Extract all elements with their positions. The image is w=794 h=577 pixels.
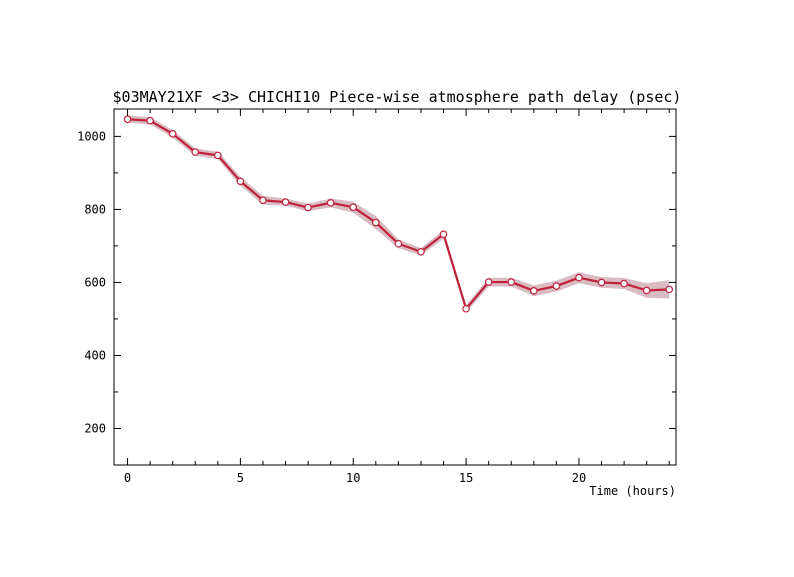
x-tick-label: 5 <box>237 471 244 485</box>
data-point <box>484 278 493 286</box>
y-tick-label: 400 <box>84 348 106 362</box>
data-point <box>191 148 200 156</box>
data-point <box>259 196 267 205</box>
data-point <box>236 177 245 186</box>
data-point <box>304 203 312 212</box>
y-tick-label: 200 <box>84 421 106 435</box>
uncertainty-band <box>127 115 670 313</box>
data-point <box>665 285 674 294</box>
data-point <box>214 151 222 160</box>
data-point <box>349 203 358 212</box>
data-point <box>281 198 290 206</box>
x-tick-label: 10 <box>346 471 360 485</box>
data-point <box>372 218 380 227</box>
x-axis-label: Time (hours) <box>589 484 676 498</box>
axes: 0 5 10 15 20 200 400 600 800 1000 <box>77 108 677 485</box>
data-point <box>439 230 448 239</box>
data-point <box>462 304 470 313</box>
y-tick-label: 1000 <box>77 129 106 143</box>
data-point <box>326 199 335 207</box>
y-tick-label: 600 <box>84 275 106 289</box>
data-point <box>146 116 154 125</box>
data-point <box>642 286 651 295</box>
data-point <box>507 278 516 286</box>
data-point <box>530 287 538 295</box>
chart-title: $03MAY21XF <3> CHICHI10 Piece-wise atmos… <box>113 88 682 106</box>
x-tick-label: 20 <box>572 471 586 485</box>
data-point <box>620 279 628 288</box>
data-point <box>552 282 561 290</box>
x-tick-label: 0 <box>124 471 131 485</box>
data-point <box>123 115 132 124</box>
plot-area <box>123 115 674 313</box>
data-point <box>597 278 606 287</box>
series-line <box>127 118 670 310</box>
data-point <box>168 130 177 138</box>
data-point <box>417 247 425 256</box>
data-point <box>394 239 403 248</box>
x-tick-label: 15 <box>459 471 473 485</box>
data-point <box>575 273 583 282</box>
plot-frame <box>113 108 677 466</box>
y-tick-label: 800 <box>84 202 106 216</box>
